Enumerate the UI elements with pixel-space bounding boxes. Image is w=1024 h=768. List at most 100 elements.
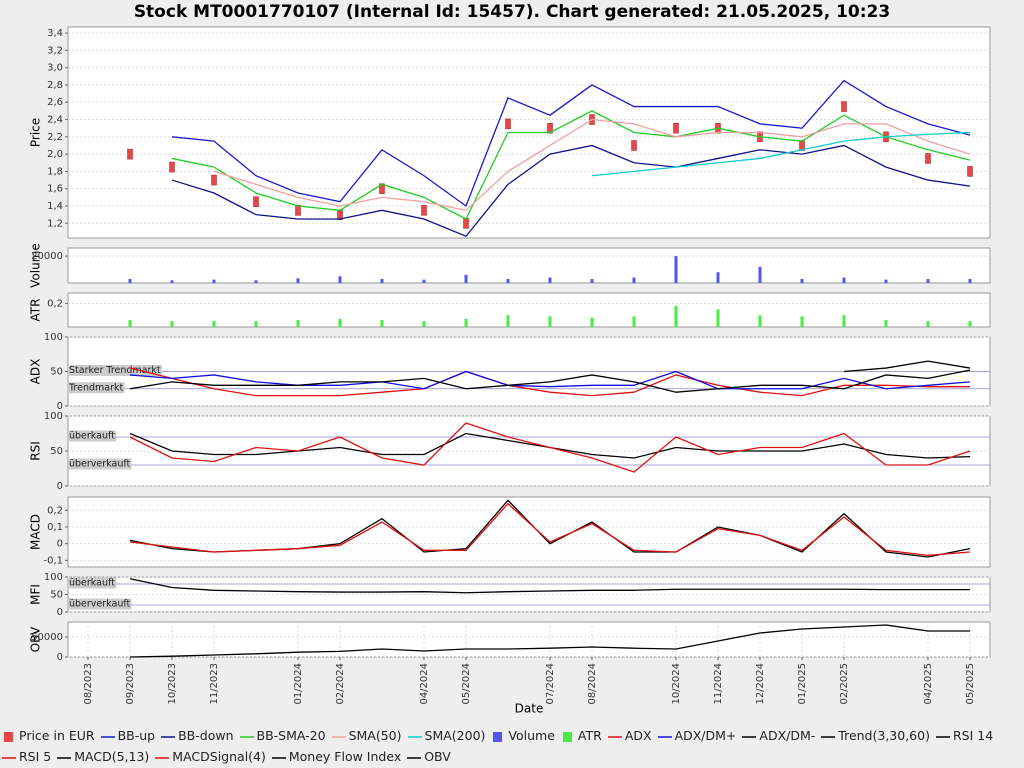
bar — [800, 316, 804, 327]
bar — [884, 319, 888, 327]
bar — [506, 278, 510, 283]
candle — [967, 166, 973, 177]
legend-marker — [4, 731, 13, 742]
x-tick-label: 02/2025 — [839, 663, 850, 705]
x-tick-label: 08/2023 — [83, 663, 94, 705]
bar — [716, 309, 720, 327]
bar — [842, 277, 846, 283]
y-tick-label: 50 — [50, 590, 63, 601]
bar — [926, 278, 930, 283]
legend-item: ADX/DM+ — [657, 725, 736, 746]
y-tick-label: 100 — [44, 332, 63, 343]
chart: Stock MT0001770107 (Internal Id: 15457).… — [29, 2, 991, 716]
reference-label: Starker Trendmarkt — [69, 365, 161, 376]
y-tick-label: 2,6 — [47, 97, 63, 108]
y-tick-label: -0,1 — [43, 555, 63, 566]
legend-marker — [155, 756, 170, 759]
series-line — [171, 79, 971, 208]
legend-label: ADX/DM- — [759, 728, 816, 743]
y-axis-label: MACD — [29, 514, 43, 550]
legend-label: BB-SMA-20 — [256, 728, 326, 743]
y-tick-label: 2,4 — [47, 115, 63, 126]
y-tick-label: 1,2 — [47, 218, 63, 229]
legend-marker — [100, 735, 115, 738]
reference-label: Trendmarkt — [68, 382, 123, 393]
y-tick-label: 100 — [44, 411, 63, 422]
bar — [296, 319, 300, 327]
legend-label: Trend(3,30,60) — [838, 728, 930, 743]
bar — [464, 274, 468, 283]
y-tick-label: 2,0 — [47, 149, 63, 160]
candle — [631, 140, 637, 151]
bar — [254, 280, 258, 283]
bar — [464, 318, 468, 327]
reference-label-bg — [67, 382, 125, 394]
legend-label: ATR — [577, 728, 602, 743]
reference-label: überverkauft — [69, 599, 131, 610]
reference-label: überverkauft — [69, 459, 131, 470]
y-axis-label: MFI — [29, 584, 43, 605]
series-line — [213, 118, 971, 212]
legend-label: SMA(200) — [424, 728, 486, 743]
legend-label: Price in EUR — [19, 728, 95, 743]
y-axis-label: ADX — [29, 359, 43, 385]
legend-item: Price in EUR — [2, 725, 95, 746]
y-tick-label: 0 — [57, 539, 63, 550]
legend-marker — [742, 735, 757, 738]
bar — [170, 280, 174, 283]
y-tick-label: 0 — [57, 607, 63, 618]
x-tick-label: 04/2025 — [923, 663, 934, 705]
y-tick-label: 1,4 — [47, 201, 63, 212]
x-tick-label: 01/2025 — [797, 663, 808, 705]
x-tick-label: 02/2024 — [335, 663, 346, 705]
panel — [67, 496, 991, 568]
legend-item: SMA(50) — [331, 725, 402, 746]
bar — [254, 321, 258, 327]
legend-item: BB-up — [100, 725, 155, 746]
y-tick-label: 1,6 — [47, 184, 63, 195]
y-tick-label: 0,2 — [47, 299, 63, 310]
y-axis-label: Price — [29, 118, 43, 147]
reference-label-bg — [68, 577, 117, 589]
legend-marker — [57, 756, 72, 759]
y-tick-label: 0 — [57, 652, 63, 663]
series-line — [129, 422, 971, 473]
reference-label-bg — [68, 458, 132, 470]
legend-marker — [2, 756, 16, 759]
legend-label: RSI 5 — [19, 749, 52, 764]
legend-swatch — [562, 731, 572, 742]
x-tick-label: 08/2024 — [587, 663, 598, 705]
legend-item: ATR — [561, 725, 602, 746]
y-axis-label: RSI — [29, 441, 43, 461]
bar — [590, 317, 594, 327]
legend-item: BB-SMA-20 — [239, 725, 326, 746]
y-tick-label: 100 — [44, 572, 63, 583]
legend-marker — [331, 735, 346, 738]
series-line — [129, 370, 971, 390]
legend-marker — [407, 735, 422, 738]
y-tick-label: 50 — [50, 367, 63, 378]
bar — [716, 272, 720, 283]
y-axis-label: OBV — [29, 626, 43, 652]
bar — [884, 279, 888, 283]
y-axis-label: ATR — [29, 299, 43, 322]
candle — [547, 122, 553, 134]
y-tick-label: 2,2 — [47, 132, 63, 143]
candle — [841, 101, 847, 112]
y-tick-label: 0,2 — [47, 505, 63, 516]
bar — [380, 319, 384, 327]
bar — [548, 316, 552, 327]
bar — [548, 277, 552, 283]
y-tick-label: 20000 — [31, 251, 63, 262]
legend-marker — [607, 735, 622, 738]
candle — [463, 218, 469, 229]
y-tick-label: 50000 — [31, 632, 63, 643]
legend: Price in EUR BB-up BB-down BB-SMA-20 SMA(50)… — [2, 725, 1020, 767]
x-tick-label: 11/2024 — [713, 663, 724, 705]
legend-label: Volume — [508, 728, 555, 743]
x-tick-label: 09/2023 — [125, 663, 136, 705]
y-tick-label: 0,1 — [47, 522, 63, 533]
x-tick-label: 12/2024 — [755, 663, 766, 705]
x-tick-label: 10/2023 — [167, 663, 178, 705]
